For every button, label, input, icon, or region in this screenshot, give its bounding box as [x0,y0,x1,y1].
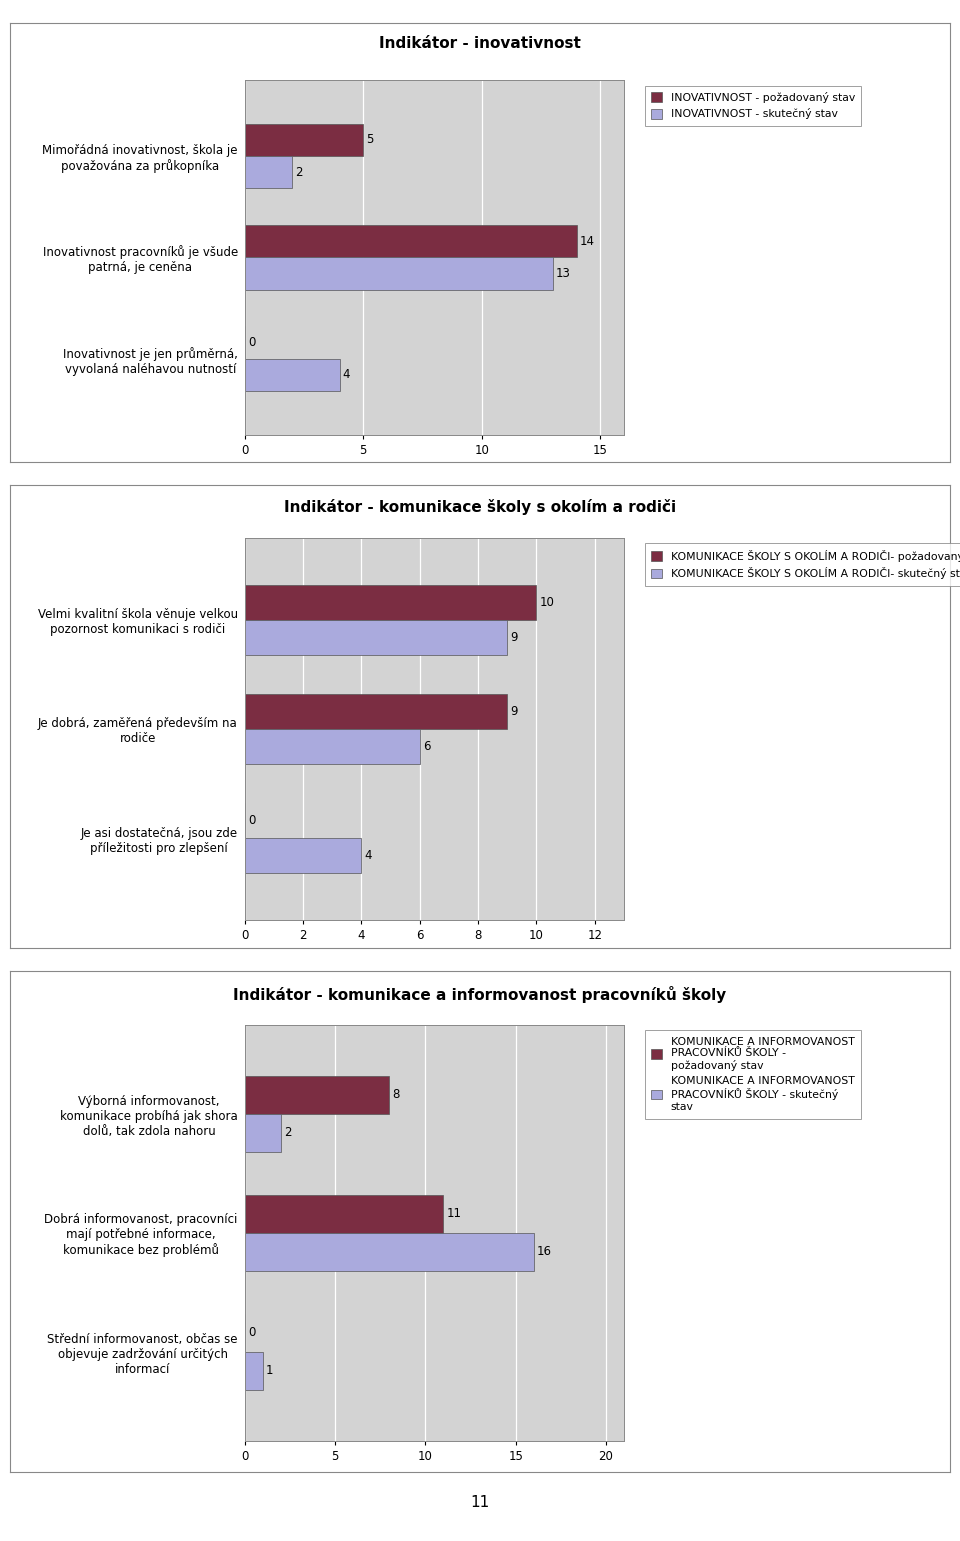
Text: Indikátor - inovativnost: Indikátor - inovativnost [379,37,581,51]
Text: Indikátor - komunikace školy s okolím a rodiči: Indikátor - komunikace školy s okolím a … [284,499,676,515]
Text: 0: 0 [248,814,255,828]
Bar [245,1233,534,1271]
Bar [245,225,577,257]
Legend: KOMUNIKACE A INFORMOVANOST
PRACOVNÍKŮ ŠKOLY -
požadovaný stav, KOMUNIKACE A INFO: KOMUNIKACE A INFORMOVANOST PRACOVNÍKŮ ŠK… [644,1031,861,1119]
Bar [245,619,507,655]
Bar [245,1114,281,1153]
Text: 11: 11 [470,1495,490,1510]
Bar [245,693,507,729]
Bar [245,123,363,156]
Bar [245,729,420,764]
Text: Indikátor - komunikace a informovanost pracovníků školy: Indikátor - komunikace a informovanost p… [233,986,727,1003]
Text: 0: 0 [248,1327,255,1339]
Bar [245,156,292,188]
Bar [245,584,537,619]
Legend: INOVATIVNOST - požadovaný stav, INOVATIVNOST - skutečný stav: INOVATIVNOST - požadovaný stav, INOVATIV… [644,86,861,126]
Text: 9: 9 [511,630,517,644]
Text: 16: 16 [537,1245,552,1259]
Text: 0: 0 [248,336,255,348]
Text: 1: 1 [266,1364,274,1378]
Text: 4: 4 [343,368,350,381]
Text: 14: 14 [580,234,594,248]
Legend: KOMUNIKACE ŠKOLY S OKOLÍM A RODIČI- požadovaný stav, KOMUNIKACE ŠKOLY S OKOLÍM A: KOMUNIKACE ŠKOLY S OKOLÍM A RODIČI- poža… [644,544,960,586]
Bar [245,1076,389,1114]
Text: 2: 2 [284,1126,292,1139]
Text: 10: 10 [540,596,555,609]
Text: 8: 8 [393,1088,399,1102]
Text: 13: 13 [556,267,571,280]
Text: 5: 5 [367,134,373,146]
Bar [245,838,362,874]
Text: 9: 9 [511,704,517,718]
Bar [245,1194,444,1233]
Text: 6: 6 [422,740,430,754]
Text: 4: 4 [365,849,372,861]
Bar [245,257,553,290]
Bar [245,359,340,391]
Bar [245,1351,263,1390]
Text: 11: 11 [446,1207,462,1220]
Text: 2: 2 [296,166,302,179]
